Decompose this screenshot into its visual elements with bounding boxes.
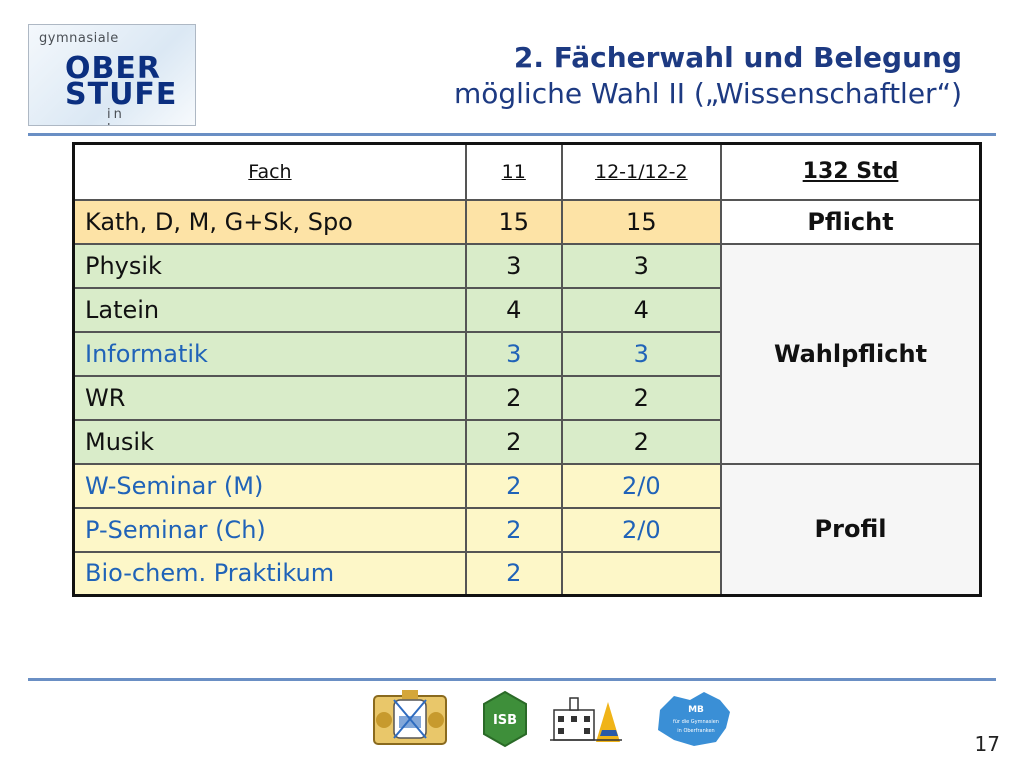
cell-fach: Musik bbox=[72, 418, 467, 465]
cell-fach: Physik bbox=[72, 242, 467, 289]
title-line-2: mögliche Wahl II („Wissenschaftler“) bbox=[453, 77, 962, 110]
table-row: Kath, D, M, G+Sk, Spo 15 15 Pflicht bbox=[72, 198, 982, 245]
table-header-row: Fach 11 12-1/12-2 132 Std bbox=[72, 142, 982, 201]
header-11: 11 bbox=[464, 142, 563, 201]
bavarian-coat-of-arms-icon bbox=[373, 690, 447, 745]
cell-11: 4 bbox=[464, 286, 563, 333]
svg-text:ISB: ISB bbox=[493, 713, 517, 728]
svg-text:für die Gymnasien: für die Gymnasien bbox=[673, 719, 719, 725]
cell-fach: Latein bbox=[72, 286, 467, 333]
table-row: Latein 4 4 bbox=[72, 286, 981, 333]
table-row: W-Seminar (M) 2 2/0 Profil bbox=[72, 462, 982, 597]
header-fach: Fach bbox=[72, 142, 467, 201]
cell-12: 15 bbox=[560, 198, 723, 245]
cell-12: 3 bbox=[560, 242, 723, 289]
logo-line-4: in bayern bbox=[107, 107, 167, 125]
logo-line-1: gymnasiale bbox=[39, 31, 119, 46]
cell-12: 2 bbox=[560, 418, 723, 465]
table-row: Musik 2 2 bbox=[72, 418, 981, 465]
page-number: 17 bbox=[974, 732, 1000, 756]
table-row: WR 2 2 bbox=[72, 374, 981, 421]
cell-fach: W-Seminar (M) bbox=[72, 462, 467, 509]
cell-12 bbox=[560, 550, 723, 597]
cell-12: 3 bbox=[560, 330, 723, 377]
cell-11: 2 bbox=[464, 374, 563, 421]
cell-12: 2 bbox=[560, 374, 723, 421]
cell-12: 2/0 bbox=[560, 506, 723, 553]
table-row: Physik 3 3 Wahlpflicht bbox=[72, 242, 982, 465]
isb-logo-icon: ISB bbox=[483, 690, 527, 748]
cell-fach: Informatik bbox=[72, 330, 467, 377]
cell-fach: WR bbox=[72, 374, 467, 421]
cell-12: 4 bbox=[560, 286, 723, 333]
top-divider bbox=[28, 133, 996, 136]
table-row: Bio-chem. Praktikum 2 bbox=[72, 550, 981, 597]
cell-11: 2 bbox=[464, 550, 563, 597]
cell-12: 2/0 bbox=[560, 462, 723, 509]
table-row: Informatik 3 3 bbox=[72, 330, 981, 377]
table-row: P-Seminar (Ch) 2 2/0 bbox=[72, 506, 981, 553]
logo-line-3: STUFE bbox=[65, 77, 178, 112]
cell-11: 3 bbox=[464, 242, 563, 289]
svg-text:in Oberfranken: in Oberfranken bbox=[677, 728, 714, 734]
cell-11: 2 bbox=[464, 418, 563, 465]
header-12: 12-1/12-2 bbox=[560, 142, 723, 201]
cell-11: 15 bbox=[464, 198, 563, 245]
cell-fach: Bio-chem. Praktikum bbox=[72, 550, 467, 597]
logo-line-2: OBER bbox=[65, 51, 161, 86]
bottom-divider bbox=[28, 678, 996, 681]
cell-11: 2 bbox=[464, 506, 563, 553]
category-profil: Profil bbox=[720, 462, 982, 597]
cell-fach: P-Seminar (Ch) bbox=[72, 506, 467, 553]
cell-fach: Kath, D, M, G+Sk, Spo bbox=[72, 198, 467, 245]
school-building-logo-icon bbox=[550, 697, 622, 742]
slide-title: 2. Fächerwahl und Belegung mögliche Wahl… bbox=[454, 40, 962, 112]
cell-11: 2 bbox=[464, 462, 563, 509]
header-std: 132 Std bbox=[720, 142, 982, 201]
mb-oberfranken-logo-icon: MB für die Gymnasien in Oberfranken bbox=[658, 692, 730, 746]
title-line-1: 2. Fächerwahl und Belegung bbox=[513, 41, 962, 74]
category-wahlpflicht: Wahlpflicht bbox=[720, 242, 982, 465]
subjects-table: Fach 11 12-1/12-2 132 Std Kath, D, M, G+… bbox=[72, 142, 982, 597]
cell-11: 3 bbox=[464, 330, 563, 377]
category-pflicht: Pflicht bbox=[720, 198, 982, 245]
oberstufe-logo: gymnasiale OBER STUFE in bayern bbox=[28, 24, 196, 126]
svg-text:MB: MB bbox=[688, 705, 704, 715]
